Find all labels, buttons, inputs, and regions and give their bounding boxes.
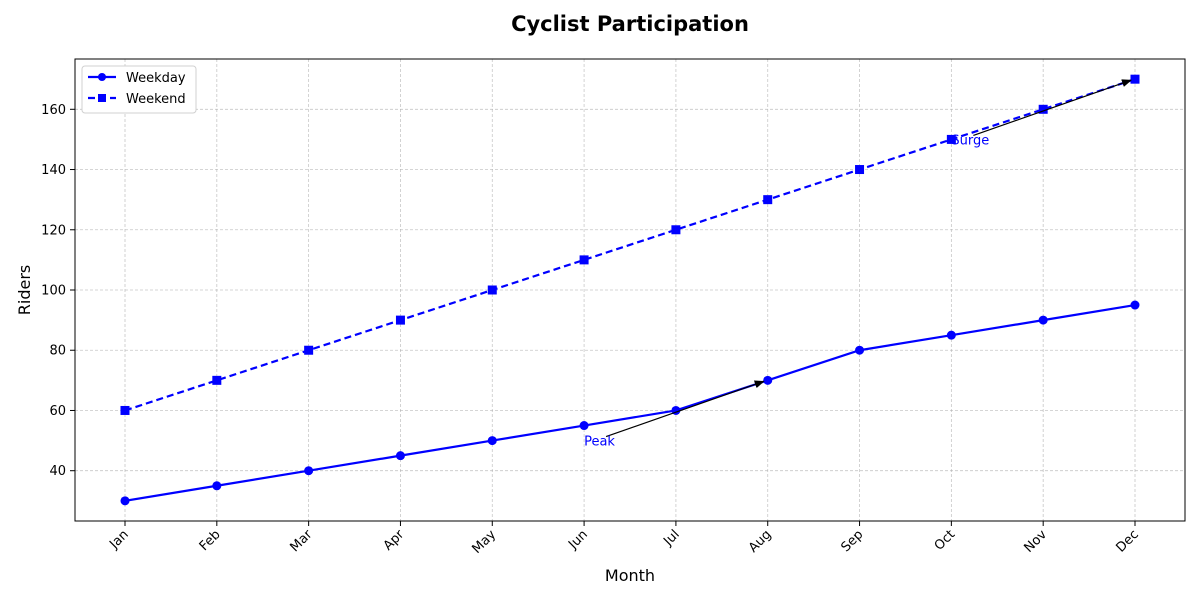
data-point-weekend (120, 405, 130, 415)
data-point-weekend (946, 134, 956, 144)
annotation-label-peak: Peak (584, 435, 615, 450)
grid (75, 59, 1185, 521)
x-tick-label: Jul (660, 527, 682, 549)
x-tick-label: Jan (106, 527, 131, 552)
y-tick-label: 140 (41, 163, 66, 178)
data-point-weekend (212, 375, 222, 385)
data-point-weekend (671, 225, 681, 235)
data-point-weekday (212, 481, 222, 491)
x-tick-label: Oct (932, 527, 959, 554)
data-point-weekend (395, 315, 405, 325)
data-point-weekday (855, 345, 865, 355)
series-weekend (120, 74, 1140, 415)
y-tick-label: 120 (41, 223, 66, 238)
x-tick-label: Nov (1021, 527, 1050, 556)
data-point-weekday (1038, 315, 1048, 325)
y-tick-label: 80 (49, 344, 66, 359)
annotation-label-surge: Surge (951, 133, 989, 148)
legend-label-weekend: Weekend (126, 92, 186, 107)
y-tick-label: 160 (41, 103, 66, 118)
data-point-weekday (120, 496, 130, 506)
y-tick-label: 60 (49, 404, 66, 419)
series-layer (120, 74, 1140, 506)
data-point-weekday (946, 330, 956, 340)
data-point-weekday (487, 436, 497, 446)
x-tick-label: Aug (746, 527, 775, 556)
data-point-weekend (1038, 104, 1048, 114)
series-line-weekday (124, 303, 1136, 502)
data-point-weekend (763, 195, 773, 205)
x-tick-label: Jun (565, 527, 591, 553)
annotations: Peak Surge (584, 79, 1132, 450)
axis-ticks: Jan Feb Mar Apr May Jun Jul Aug Sep Oct Nov Dec 40 60… (41, 103, 1142, 557)
y-tick-label: 40 (49, 464, 66, 479)
data-point-weekday (763, 375, 773, 385)
legend-marker-circle (98, 73, 106, 81)
x-tick-label: Feb (197, 527, 224, 554)
data-point-weekend (579, 255, 589, 265)
legend-item-weekend: Weekend (88, 92, 186, 107)
data-point-weekday (579, 421, 589, 431)
x-tick-label: Sep (838, 527, 866, 555)
data-point-weekday (1130, 300, 1140, 310)
legend: Weekday Weekend (81, 65, 197, 114)
series-weekday (120, 300, 1140, 506)
legend-item-weekday: Weekday (88, 71, 186, 86)
data-point-weekend (855, 165, 865, 175)
data-point-weekend (1130, 74, 1140, 84)
y-tick-label: 100 (41, 284, 66, 299)
x-tick-label: Apr (381, 527, 408, 554)
chart-title: Cyclist Participation (511, 12, 749, 36)
series-line-weekend (124, 78, 1136, 412)
y-axis-label: Riders (15, 265, 34, 315)
data-point-weekend (487, 285, 497, 295)
x-axis-label: Month (605, 566, 655, 585)
legend-label-weekday: Weekday (126, 71, 186, 86)
x-tick-label: Dec (1113, 527, 1141, 555)
data-point-weekend (304, 345, 314, 355)
data-point-weekday (304, 466, 314, 476)
x-tick-label: May (469, 527, 499, 557)
data-point-weekday (395, 451, 405, 461)
legend-marker-square (98, 94, 106, 102)
x-tick-label: Mar (288, 527, 316, 555)
annotation-arrow-peak (605, 380, 765, 438)
annotation-arrow-surge (973, 79, 1132, 136)
